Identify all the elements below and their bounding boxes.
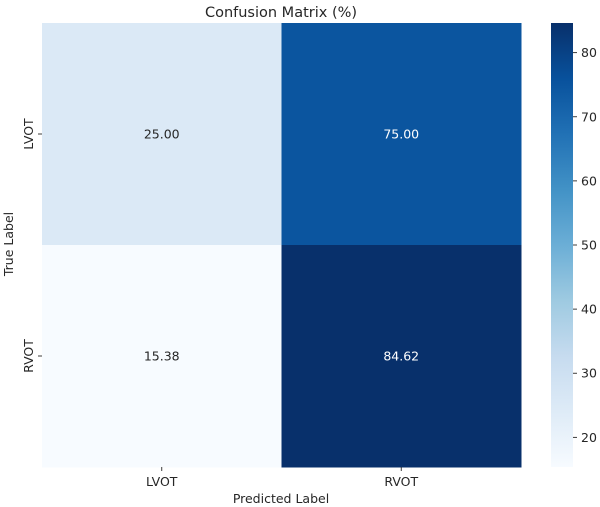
heatmap-cell xyxy=(281,245,522,468)
cell-value-label: 84.62 xyxy=(383,349,419,364)
y-tick-label: RVOT xyxy=(21,339,36,373)
colorbar-ticks: 20 30 40 50 60 70 80 xyxy=(573,45,597,445)
x-axis-label: Predicted Label xyxy=(233,491,329,506)
colorbar-tick-label: 60 xyxy=(581,173,597,188)
heatmap-cells xyxy=(42,23,522,468)
heatmap-cell xyxy=(42,245,282,468)
colorbar-tick-label: 20 xyxy=(581,430,597,445)
cell-value-label: 15.38 xyxy=(144,349,180,364)
colorbar: 20 30 40 50 60 70 80 xyxy=(551,23,597,467)
colorbar-tick-label: 30 xyxy=(581,366,597,381)
y-tick-label: LVOT xyxy=(21,118,36,150)
colorbar-tick-label: 40 xyxy=(581,302,597,317)
colorbar-tick-label: 50 xyxy=(581,238,597,253)
x-tick-label: RVOT xyxy=(384,474,418,489)
heatmap-cell xyxy=(281,23,522,246)
heatmap-cell-labels: 25.00 75.00 15.38 84.62 xyxy=(144,127,419,364)
colorbar-tick-label: 80 xyxy=(581,45,597,60)
y-axis: LVOT RVOT xyxy=(21,118,42,373)
x-tick-label: LVOT xyxy=(146,474,178,489)
x-axis: LVOT RVOT xyxy=(146,467,419,489)
heatmap-cell xyxy=(42,23,282,246)
chart-title: Confusion Matrix (%) xyxy=(205,5,357,21)
cell-value-label: 75.00 xyxy=(383,127,419,142)
colorbar-tick-label: 70 xyxy=(581,109,597,124)
y-axis-label: True Label xyxy=(1,212,16,277)
cell-value-label: 25.00 xyxy=(144,127,180,142)
colorbar-gradient xyxy=(551,23,573,467)
